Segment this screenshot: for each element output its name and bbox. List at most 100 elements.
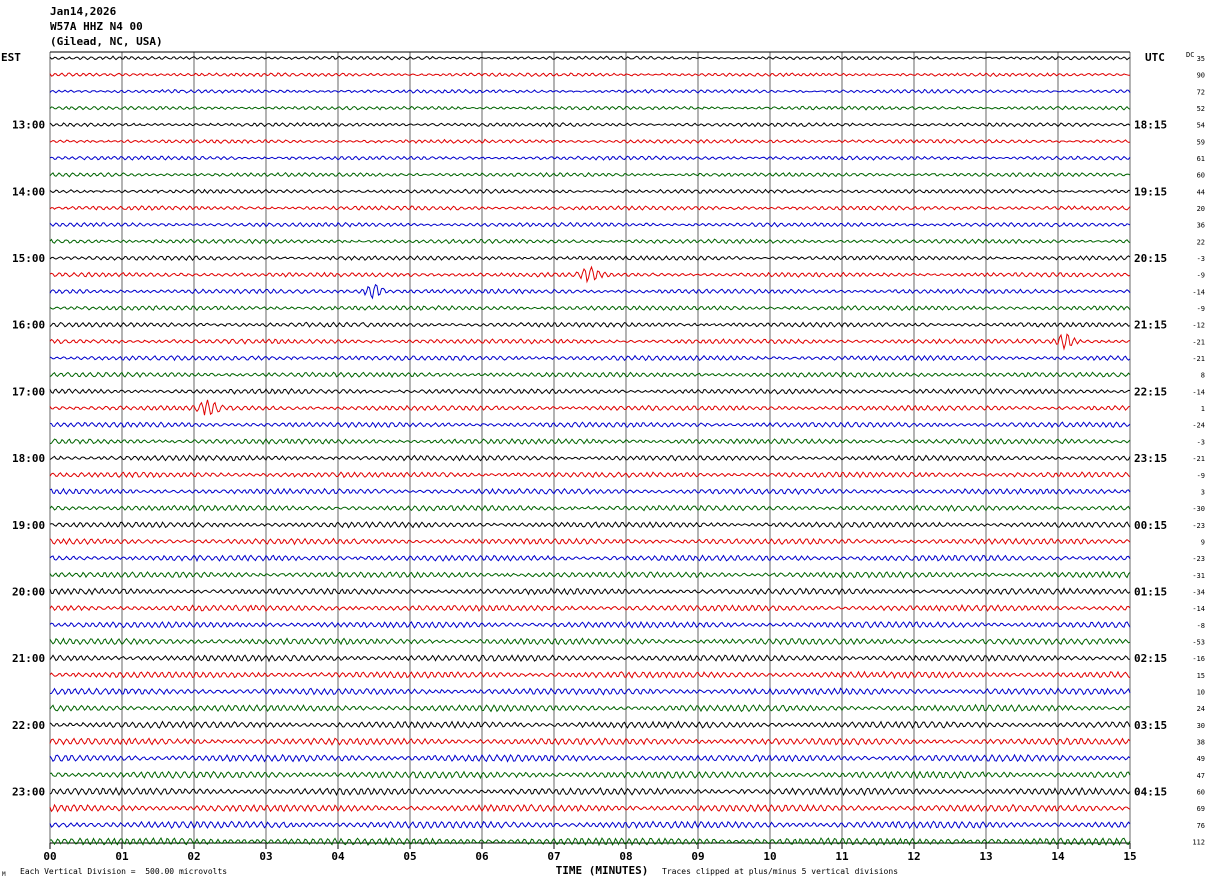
right-hour-label: 20:15 [1134, 252, 1167, 265]
seismic-trace-row [49, 786, 1131, 797]
seismic-trace-row [49, 255, 1131, 261]
right-hour-label: 18:15 [1134, 119, 1167, 132]
seismic-trace-row [49, 554, 1131, 563]
left-hour-label: 19:00 [12, 519, 45, 532]
dc-offset-label: -14 [1192, 288, 1205, 296]
x-tick-label: 12 [907, 850, 920, 863]
seismic-trace-row [49, 283, 1131, 300]
x-tick-label: 03 [259, 850, 272, 863]
right-hour-label: 21:15 [1134, 319, 1167, 332]
right-hour-label: 22:15 [1134, 385, 1167, 398]
seismic-trace-row [49, 72, 1131, 78]
seismic-trace-row [49, 238, 1131, 245]
dc-offset-label: 49 [1197, 755, 1205, 763]
seismic-trace-row [49, 654, 1130, 663]
dc-offset-label: -30 [1192, 505, 1205, 513]
dc-offset-label: 60 [1197, 788, 1205, 796]
dc-offset-label: 90 [1197, 72, 1205, 80]
left-hour-label: 18:00 [12, 452, 45, 465]
right-hour-label: 01:15 [1134, 585, 1167, 598]
seismic-trace-row [49, 122, 1131, 128]
seismic-trace-row [49, 454, 1131, 462]
seismic-trace-row [49, 703, 1131, 713]
seismic-trace-row [49, 171, 1131, 178]
x-tick-label: 01 [115, 850, 129, 863]
seismic-trace-row [49, 770, 1131, 780]
dc-offset-label: 20 [1197, 205, 1205, 213]
seismic-trace-row [49, 155, 1131, 161]
left-hour-label: 13:00 [12, 119, 45, 132]
dc-offset-label: 9 [1201, 538, 1205, 546]
dc-offset-label: 36 [1197, 222, 1205, 230]
seismic-trace-row [49, 687, 1131, 696]
left-hour-label: 14:00 [12, 185, 45, 198]
right-hour-label: 19:15 [1134, 185, 1167, 198]
x-tick-label: 08 [619, 850, 632, 863]
right-hour-label: 04:15 [1134, 785, 1167, 798]
left-timezone-label: EST [1, 51, 21, 64]
dc-offset-label: 35 [1197, 55, 1205, 63]
seismic-trace-row [49, 720, 1131, 730]
seismic-trace-row [49, 371, 1131, 379]
seismic-trace-row [49, 737, 1131, 746]
dc-offset-label: -21 [1192, 455, 1205, 463]
seismic-trace-row [49, 620, 1131, 629]
seismic-trace-row [49, 487, 1131, 496]
dc-offset-label: 60 [1197, 172, 1205, 180]
dc-offset-label: 52 [1197, 105, 1205, 113]
dc-offset-label: -34 [1192, 588, 1205, 596]
x-tick-label: 09 [691, 850, 704, 863]
x-tick-label: 05 [403, 850, 416, 863]
dc-offset-label: -21 [1192, 338, 1205, 346]
seismic-trace-row [49, 603, 1131, 613]
dc-offset-label: 10 [1197, 688, 1205, 696]
seismic-trace-row [49, 138, 1131, 144]
clip-note: Traces clipped at plus/minus 5 vertical … [662, 867, 899, 876]
right-hour-label: 23:15 [1134, 452, 1167, 465]
dc-offset-label: 30 [1197, 722, 1205, 730]
dc-offset-label: 1 [1201, 405, 1205, 413]
x-tick-label: 00 [43, 850, 56, 863]
dc-offset-label: 24 [1197, 705, 1205, 713]
right-hour-label: 00:15 [1134, 519, 1167, 532]
left-hour-label: 20:00 [12, 585, 45, 598]
dc-offset-label: 112 [1192, 838, 1205, 846]
seismic-trace-row [49, 570, 1131, 579]
seismic-trace-row [49, 354, 1131, 362]
dc-offset-label: -3 [1197, 255, 1205, 263]
seismic-trace-row [49, 537, 1131, 546]
header-station: W57A HHZ N4 00 [50, 20, 143, 33]
dc-offset-label: 76 [1197, 822, 1205, 830]
header-location: (Gilead, NC, USA) [50, 35, 163, 48]
dc-offset-label: -3 [1197, 438, 1205, 446]
dc-offset-label: -8 [1197, 622, 1205, 630]
dc-offset-label: -53 [1192, 638, 1205, 646]
dc-offset-label: 3 [1201, 488, 1205, 496]
seismic-trace-row [49, 521, 1131, 529]
left-hour-label: 21:00 [12, 652, 45, 665]
x-tick-label: 11 [835, 850, 849, 863]
seismic-trace-row [49, 803, 1131, 813]
x-tick-label: 07 [547, 850, 560, 863]
seismic-trace-row [49, 820, 1131, 830]
seismic-trace-row [49, 670, 1131, 680]
left-hour-label: 17:00 [12, 385, 45, 398]
x-tick-label: 10 [763, 850, 776, 863]
seismic-trace-row [49, 421, 1131, 429]
seismic-trace-row [49, 55, 1131, 61]
seismic-trace-row [49, 321, 1131, 328]
x-axis-label: TIME (MINUTES) [556, 864, 649, 877]
seismic-trace-row [49, 504, 1131, 513]
seismic-trace-row [49, 836, 1131, 847]
dc-offset-label: -9 [1197, 472, 1205, 480]
right-hour-label: 03:15 [1134, 719, 1167, 732]
x-tick-label: 02 [187, 850, 200, 863]
seismic-trace-row [49, 221, 1131, 228]
header-date: Jan14,2026 [50, 5, 117, 18]
seismic-trace-row [49, 753, 1131, 763]
seismic-trace-row [49, 388, 1131, 395]
dc-offset-label: -23 [1192, 522, 1205, 530]
dc-offset-label: 59 [1197, 138, 1205, 146]
left-hour-label: 16:00 [12, 319, 45, 332]
